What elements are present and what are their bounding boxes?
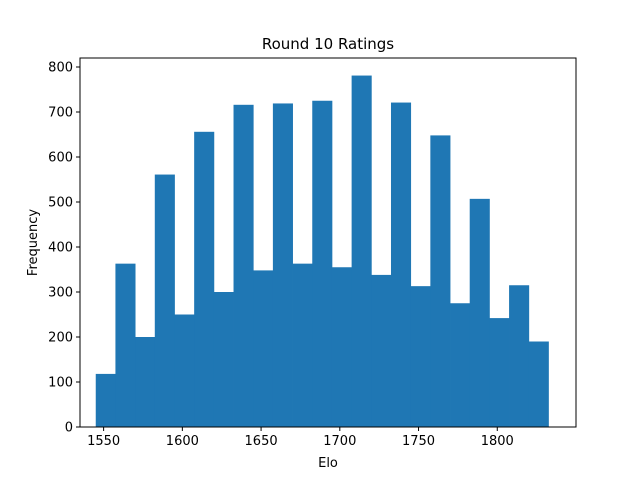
- y-tick-label: 500: [48, 196, 73, 211]
- histogram-bar: [312, 100, 333, 427]
- histogram-bar: [174, 314, 195, 427]
- histogram-bar: [292, 263, 313, 427]
- y-axis-label: Frequency: [26, 209, 41, 276]
- histogram-bar: [115, 263, 136, 427]
- histogram-bar: [135, 337, 156, 427]
- histogram-bar: [95, 373, 116, 427]
- histogram-bar: [410, 286, 431, 427]
- histogram-bar: [194, 131, 215, 428]
- y-tick-label: 0: [65, 421, 73, 436]
- x-tick-label: 1650: [245, 434, 278, 449]
- x-tick-label: 1750: [402, 434, 435, 449]
- y-tick-label: 300: [48, 286, 73, 301]
- histogram-bar: [450, 303, 471, 427]
- x-tick-label: 1600: [166, 434, 199, 449]
- histogram-bar: [351, 75, 372, 428]
- x-tick-label: 1550: [87, 434, 120, 449]
- histogram-bar: [509, 285, 530, 427]
- y-tick-label: 600: [48, 151, 73, 166]
- x-tick-label: 1800: [481, 434, 514, 449]
- plot-frame: [79, 57, 577, 428]
- y-tick-label: 400: [48, 241, 73, 256]
- histogram-bar: [272, 103, 293, 427]
- histogram-bar: [528, 341, 549, 427]
- x-axis-label: Elo: [318, 456, 338, 471]
- y-tick-label: 700: [48, 106, 73, 121]
- histogram-bar: [213, 292, 234, 427]
- histogram-bar: [489, 318, 510, 427]
- histogram-bar: [469, 198, 490, 427]
- histogram-bar: [253, 270, 274, 427]
- y-tick-label: 200: [48, 331, 73, 346]
- y-axis-ticks: 0 100 200 300 400 500 600 700 800: [48, 61, 80, 436]
- y-tick-label: 100: [48, 376, 73, 391]
- histogram-bar: [371, 274, 392, 427]
- histogram-bar: [390, 102, 412, 428]
- x-axis-ticks: 1550 1600 1650 1700 1750 1800: [87, 427, 514, 449]
- chart-title: Round 10 Ratings: [262, 35, 394, 53]
- x-tick-label: 1700: [323, 434, 356, 449]
- y-tick-label: 800: [48, 61, 73, 76]
- histogram-bar: [331, 267, 353, 427]
- histogram-bar: [154, 174, 175, 427]
- histogram-bars: [95, 75, 549, 428]
- histogram-bar: [233, 104, 254, 428]
- histogram-bar: [430, 135, 451, 427]
